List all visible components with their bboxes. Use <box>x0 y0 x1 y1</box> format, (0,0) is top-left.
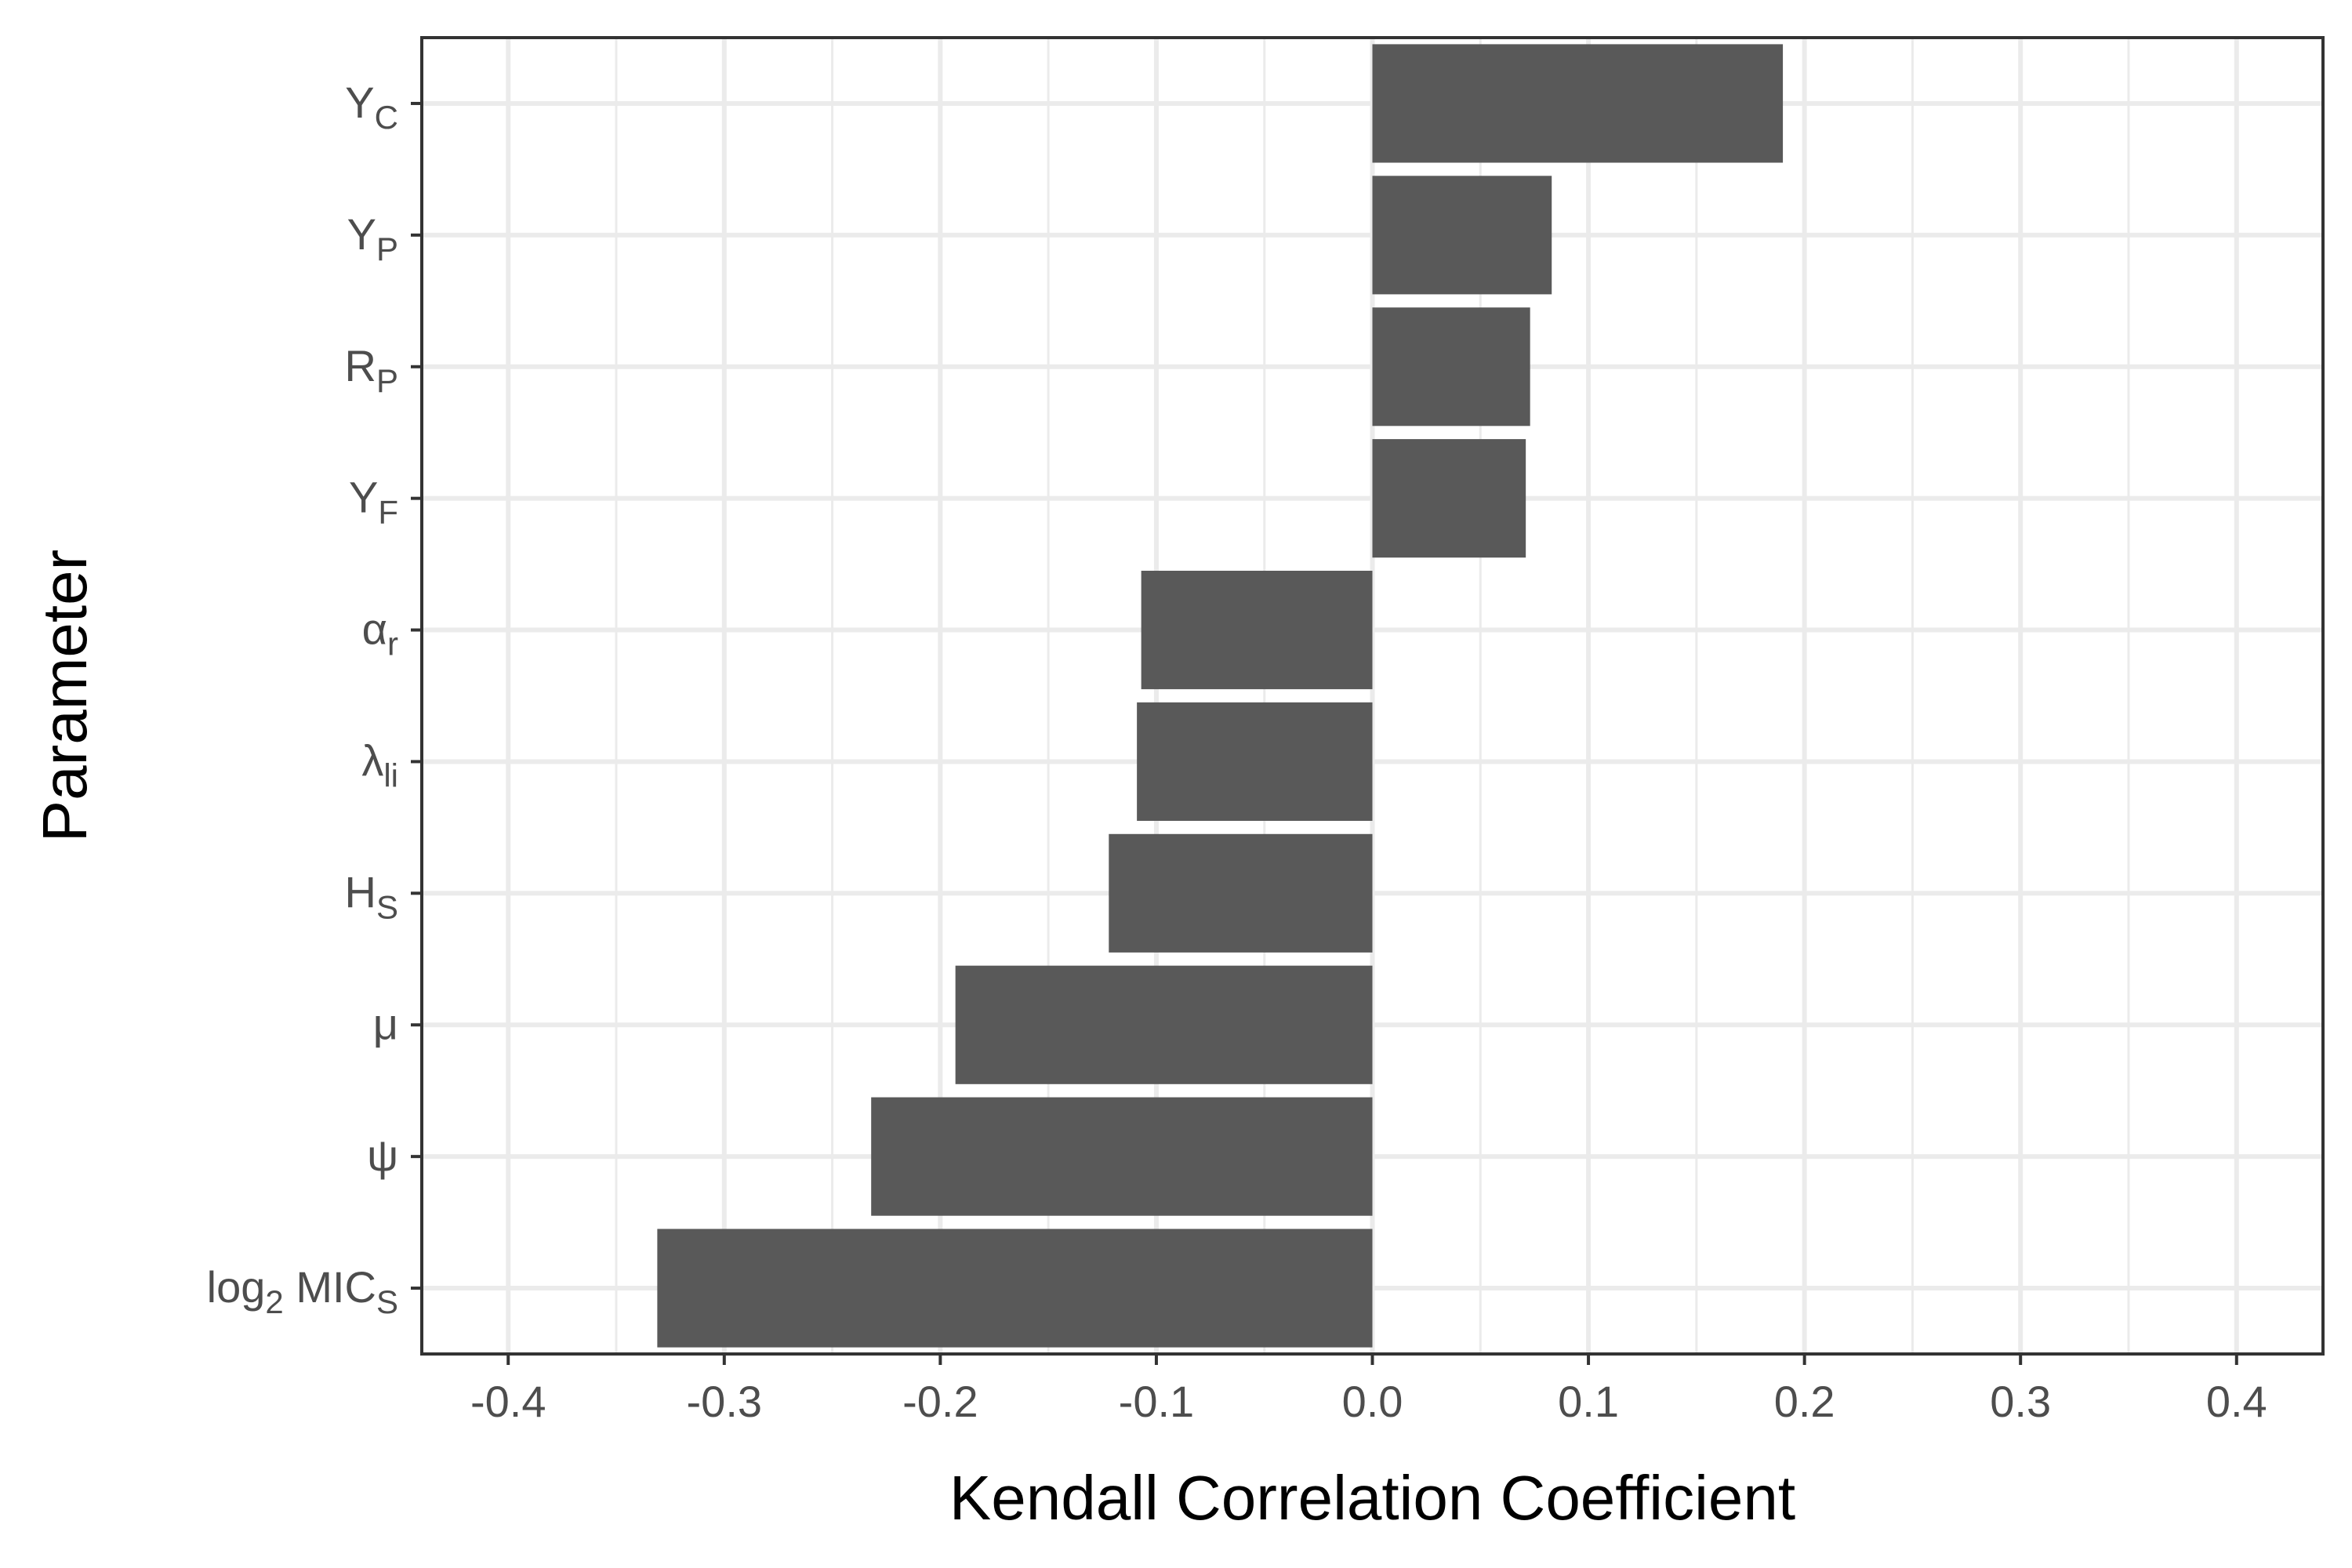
bar <box>1137 702 1373 822</box>
axis-ticks <box>411 101 2238 1365</box>
x-tick-label: -0.4 <box>470 1377 546 1426</box>
x-tick-label: 0.1 <box>1558 1377 1619 1426</box>
tick-labels: -0.4 -0.3 -0.2 -0.1 0.0 0.1 0.2 0.3 0.4 YC YP RP YF α… <box>207 78 2267 1426</box>
bar <box>1372 176 1552 295</box>
bar <box>1372 307 1530 426</box>
y-tick-label: YF <box>349 473 398 531</box>
x-axis-title: Kendall Correlation Coefficient <box>949 1463 1795 1533</box>
y-tick-label: αr <box>362 604 398 662</box>
x-tick-label: -0.1 <box>1119 1377 1195 1426</box>
bar <box>1141 570 1373 690</box>
x-tick-label: 0.3 <box>1990 1377 2051 1426</box>
y-tick-label: ψ <box>367 1131 398 1180</box>
bar <box>955 965 1373 1084</box>
y-axis-title: Parameter <box>30 550 100 842</box>
x-tick-label: -0.2 <box>902 1377 978 1426</box>
y-tick-label: μ <box>373 999 398 1048</box>
bar <box>657 1229 1373 1348</box>
bar <box>1109 833 1373 953</box>
bar <box>871 1097 1373 1216</box>
x-tick-label: 0.0 <box>1342 1377 1403 1426</box>
x-tick-label: 0.2 <box>1774 1377 1835 1426</box>
y-tick-label: YP <box>347 209 398 267</box>
y-tick-label: YC <box>345 78 398 136</box>
x-tick-label: 0.4 <box>2206 1377 2267 1426</box>
y-tick-label: RP <box>345 341 398 399</box>
x-tick-label: -0.3 <box>687 1377 763 1426</box>
y-tick-label: log2 MICS <box>207 1262 398 1320</box>
y-tick-label: HS <box>345 867 398 925</box>
bar <box>1372 44 1784 163</box>
bars <box>657 44 1784 1348</box>
bar <box>1372 439 1526 558</box>
y-tick-label: λli <box>361 735 398 793</box>
